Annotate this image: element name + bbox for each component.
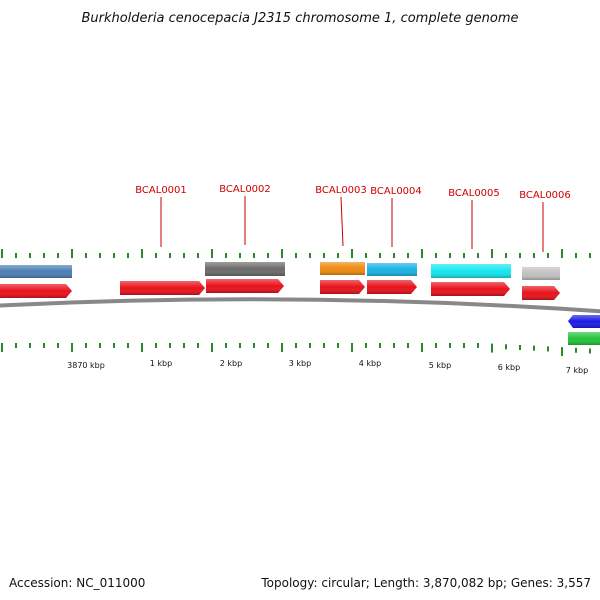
map-title: Burkholderia cenocepacia J2315 chromosom… [81, 11, 518, 26]
gene-label: BCAL0004 [370, 186, 422, 197]
scale-label: 7 kbp [566, 366, 588, 375]
gene-label: BCAL0002 [219, 184, 271, 195]
accession-text: Accession: NC_011000 [9, 576, 146, 590]
scale-label: 6 kbp [498, 363, 520, 372]
scale-labels: 3870 kbp 1 kbp 2 kbp 3 kbp 4 kbp 5 kbp 6 kbp 7 … [67, 359, 588, 375]
scale-label: 3870 kbp [67, 361, 105, 370]
scale-label: 5 kbp [429, 361, 451, 370]
gene-label: BCAL0003 [315, 185, 367, 196]
cog-track [0, 262, 600, 345]
gene-track [0, 279, 560, 300]
gene-label: BCAL0005 [448, 188, 500, 199]
label-leader-line [340, 196, 344, 247]
scale-label: 1 kbp [150, 359, 172, 368]
ticks-top [1, 249, 591, 258]
gene-label: BCAL0001 [135, 185, 187, 196]
gene-labels: BCAL0001 BCAL0002 BCAL0003 BCAL0004 BCAL0005… [135, 184, 571, 252]
ticks-bottom [1, 343, 591, 357]
gene-label: BCAL0006 [519, 190, 571, 201]
scale-label: 3 kbp [289, 359, 311, 368]
chromosome-backbone [0, 297, 600, 314]
topology-text: Topology: circular; Length: 3,870,082 bp… [261, 576, 591, 590]
scale-label: 2 kbp [220, 359, 242, 368]
scale-label: 4 kbp [359, 359, 381, 368]
